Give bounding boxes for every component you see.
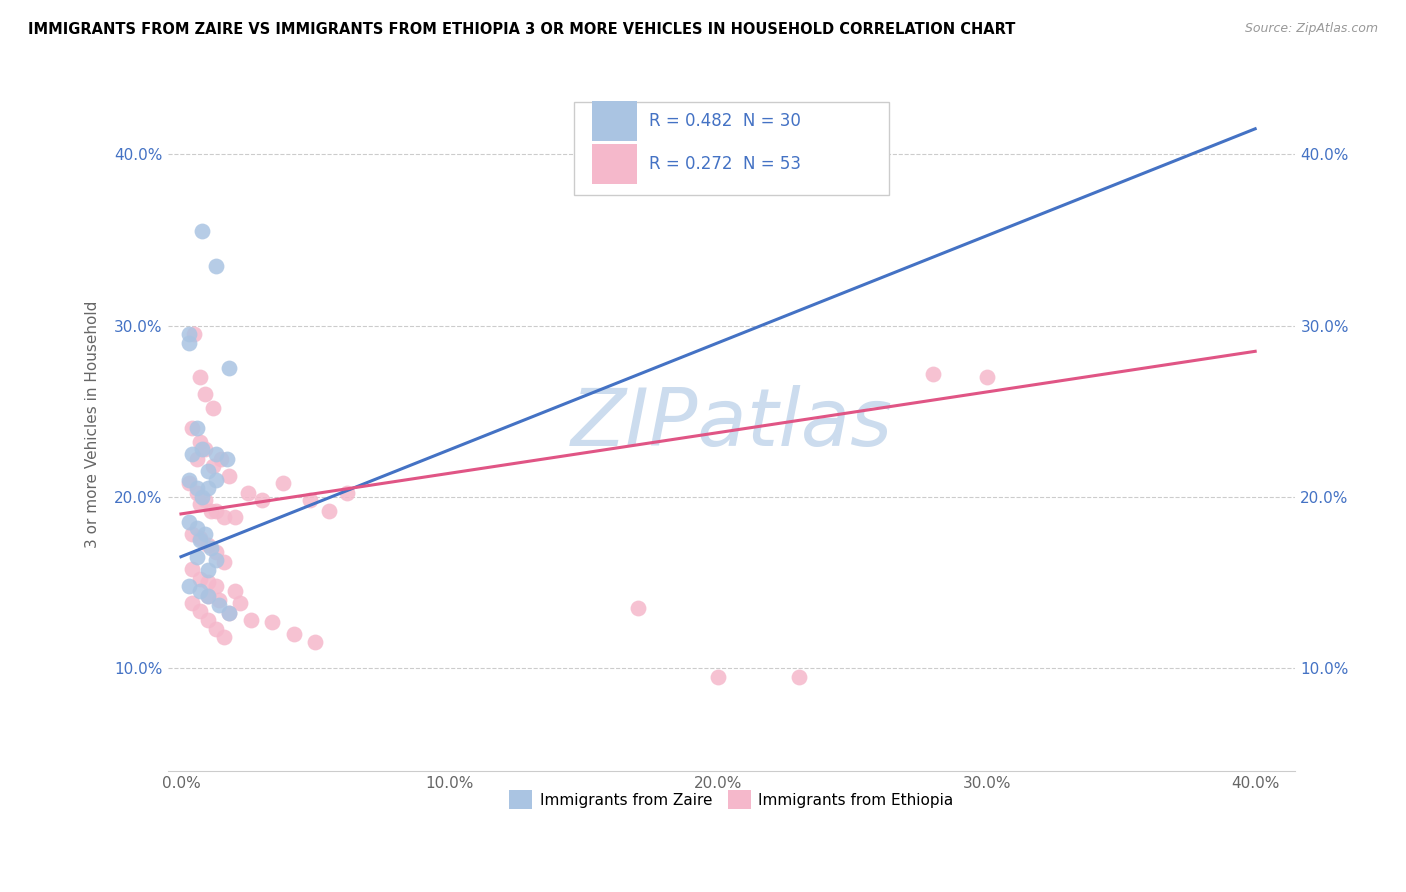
Point	[197, 481, 219, 495]
Point	[186, 486, 208, 500]
Point	[183, 327, 205, 342]
Point	[212, 630, 235, 644]
Point	[205, 503, 228, 517]
Point	[271, 476, 294, 491]
Point	[180, 421, 202, 435]
Point	[298, 493, 321, 508]
Point	[218, 469, 240, 483]
Point	[200, 503, 222, 517]
Point	[188, 533, 211, 547]
Text: IMMIGRANTS FROM ZAIRE VS IMMIGRANTS FROM ETHIOPIA 3 OR MORE VEHICLES IN HOUSEHOL: IMMIGRANTS FROM ZAIRE VS IMMIGRANTS FROM…	[28, 22, 1015, 37]
Point	[191, 490, 214, 504]
Point	[191, 442, 214, 456]
Point	[197, 613, 219, 627]
Point	[212, 510, 235, 524]
Point	[194, 493, 217, 508]
Point	[188, 572, 211, 586]
Text: ZIPatlas: ZIPatlas	[571, 385, 893, 463]
Point	[626, 601, 648, 615]
FancyBboxPatch shape	[592, 101, 637, 141]
FancyBboxPatch shape	[592, 145, 637, 184]
Point	[186, 549, 208, 564]
Point	[250, 493, 273, 508]
Point	[976, 370, 998, 384]
Point	[197, 575, 219, 590]
Point	[197, 538, 219, 552]
Point	[761, 173, 783, 187]
Text: Source: ZipAtlas.com: Source: ZipAtlas.com	[1244, 22, 1378, 36]
Point	[212, 555, 235, 569]
Point	[186, 481, 208, 495]
Point	[207, 592, 229, 607]
Point	[194, 387, 217, 401]
Point	[209, 452, 232, 467]
Point	[236, 486, 259, 500]
Point	[336, 486, 359, 500]
Point	[180, 447, 202, 461]
Point	[205, 622, 228, 636]
Point	[194, 527, 217, 541]
Point	[707, 669, 730, 683]
Point	[229, 596, 252, 610]
FancyBboxPatch shape	[574, 102, 890, 195]
Point	[215, 452, 238, 467]
Point	[207, 598, 229, 612]
Point	[205, 544, 228, 558]
Point	[188, 531, 211, 545]
Point	[224, 510, 246, 524]
Point	[188, 584, 211, 599]
Y-axis label: 3 or more Vehicles in Household: 3 or more Vehicles in Household	[86, 301, 100, 548]
Point	[205, 473, 228, 487]
Point	[191, 225, 214, 239]
Point	[186, 452, 208, 467]
Point	[177, 516, 200, 530]
Point	[318, 503, 340, 517]
Point	[197, 464, 219, 478]
Point	[218, 361, 240, 376]
Point	[205, 579, 228, 593]
Text: R = 0.482  N = 30: R = 0.482 N = 30	[650, 112, 801, 129]
Point	[304, 635, 326, 649]
Point	[205, 259, 228, 273]
Point	[177, 473, 200, 487]
Point	[188, 435, 211, 450]
Point	[177, 335, 200, 350]
Point	[218, 606, 240, 620]
Point	[787, 669, 810, 683]
Point	[188, 370, 211, 384]
Point	[177, 579, 200, 593]
Point	[186, 521, 208, 535]
Point	[197, 589, 219, 603]
Point	[186, 421, 208, 435]
Point	[177, 476, 200, 491]
Point	[177, 327, 200, 342]
Point	[180, 562, 202, 576]
Point	[283, 626, 305, 640]
Point	[180, 527, 202, 541]
Point	[194, 442, 217, 456]
Point	[202, 458, 225, 473]
Point	[188, 605, 211, 619]
Point	[224, 584, 246, 599]
Point	[188, 497, 211, 511]
Point	[205, 553, 228, 567]
Point	[218, 606, 240, 620]
Point	[239, 613, 262, 627]
Point	[197, 563, 219, 577]
Point	[200, 541, 222, 556]
Point	[180, 596, 202, 610]
Point	[262, 615, 284, 629]
Point	[205, 447, 228, 461]
Point	[922, 367, 945, 381]
Point	[197, 589, 219, 603]
Text: R = 0.272  N = 53: R = 0.272 N = 53	[650, 155, 801, 173]
Legend: Immigrants from Zaire, Immigrants from Ethiopia: Immigrants from Zaire, Immigrants from E…	[503, 784, 960, 815]
Point	[202, 401, 225, 415]
